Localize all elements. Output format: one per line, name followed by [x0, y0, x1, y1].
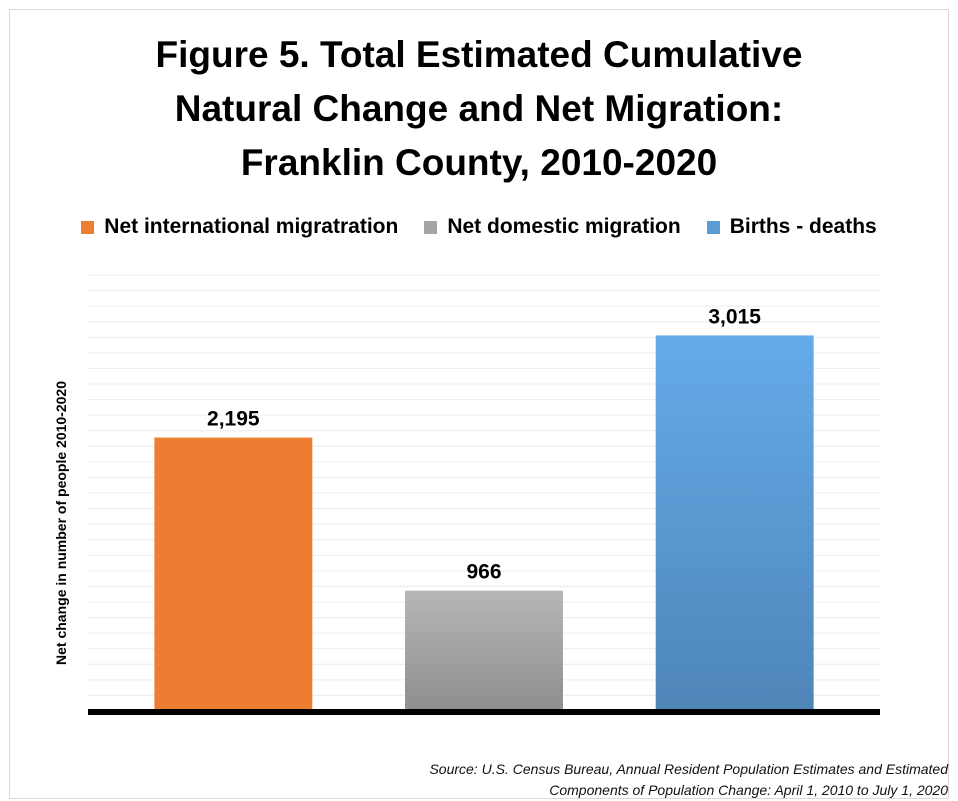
legend-label-international: Net international migratration	[104, 215, 399, 238]
chart-bars	[154, 335, 814, 711]
legend-item-births-deaths: Births - deaths	[706, 215, 877, 239]
bar-international	[154, 437, 313, 711]
y-axis-label: Net change in number of people 2010-2020	[53, 381, 69, 665]
bar-domestic	[405, 590, 563, 711]
legend-swatch-births-deaths	[706, 220, 720, 234]
chart-data-labels: 2,195 966 3,015	[207, 305, 761, 583]
chart-title: Figure 5. Total Estimated Cumulative Nat…	[0, 28, 958, 190]
legend-swatch-domestic	[424, 220, 438, 234]
legend-item-international: Net international migratration	[81, 215, 398, 239]
legend-label-domestic: Net domestic migration	[447, 215, 681, 238]
legend-label-births-deaths: Births - deaths	[729, 215, 877, 238]
chart-title-line-1: Figure 5. Total Estimated Cumulative	[155, 34, 803, 75]
source-note: Source: U.S. Census Bureau, Annual Resid…	[429, 759, 948, 801]
chart-title-line-3: Franklin County, 2010-2020	[240, 142, 718, 183]
chart-legend: Net international migratration Net domes…	[0, 215, 958, 239]
data-label-international: 2,195	[207, 408, 260, 431]
bar-births-deaths	[655, 335, 814, 711]
source-line-2: Components of Population Change: April 1…	[549, 782, 948, 798]
legend-swatch-international	[81, 220, 95, 234]
data-label-births-deaths: 3,015	[708, 305, 761, 328]
legend-item-domestic: Net domestic migration	[424, 215, 681, 239]
source-line-1: Source: U.S. Census Bureau, Annual Resid…	[429, 761, 948, 777]
chart-title-line-2: Natural Change and Net Migration:	[174, 88, 784, 129]
data-label-domestic: 966	[466, 561, 501, 584]
